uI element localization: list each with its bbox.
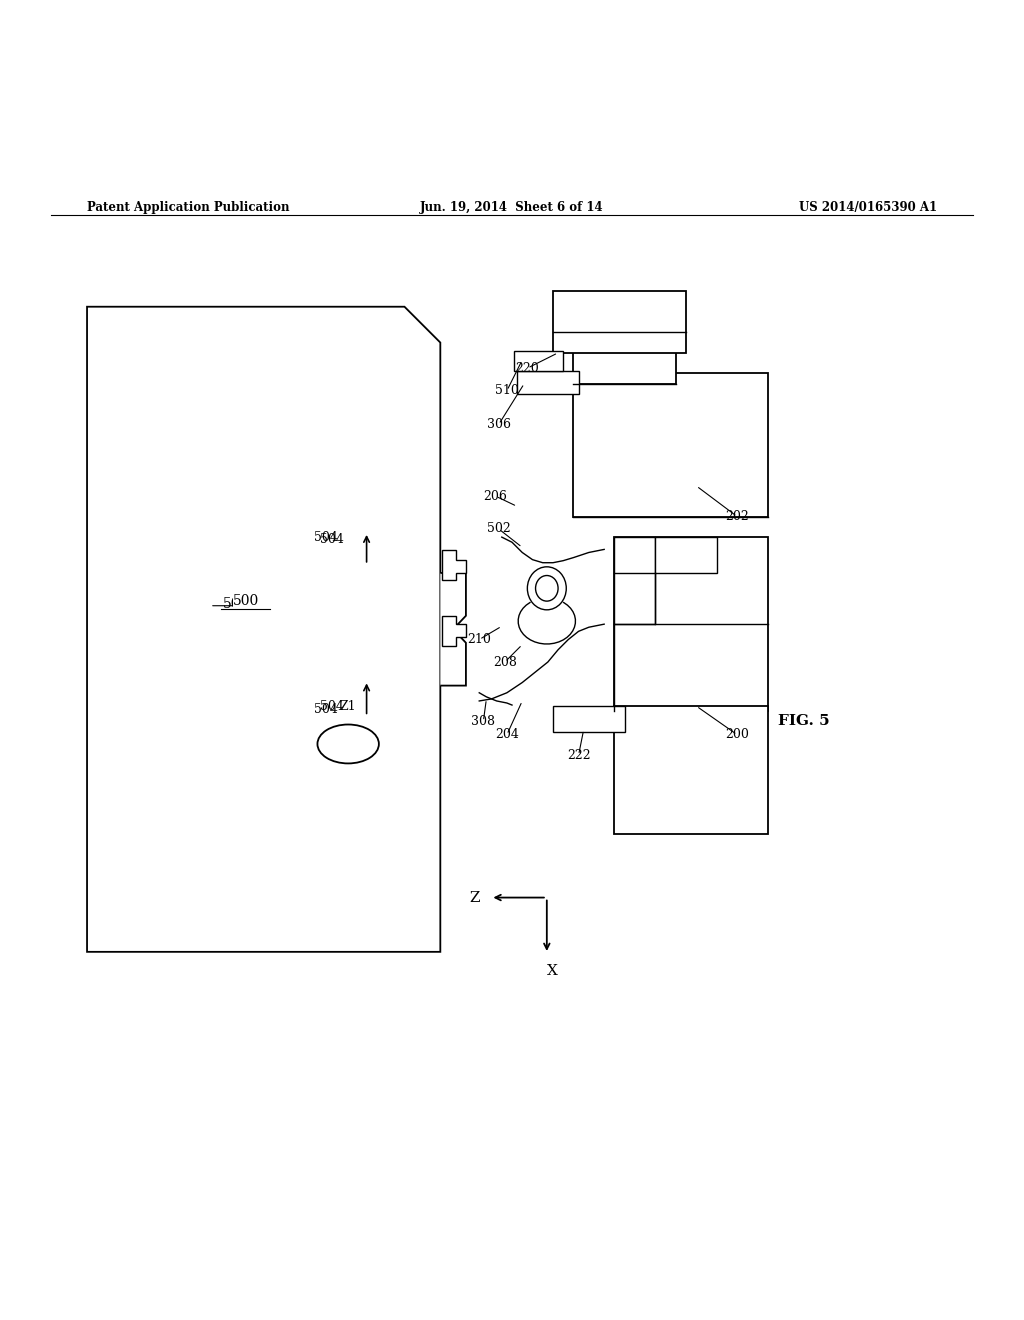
PathPatch shape [440,573,466,685]
Text: 306: 306 [486,418,511,430]
Bar [614,706,768,834]
PathPatch shape [442,550,466,579]
Text: 220: 220 [515,362,540,375]
Ellipse shape [317,725,379,763]
PathPatch shape [442,616,466,645]
Text: Patent Application Publication: Patent Application Publication [87,201,290,214]
Ellipse shape [536,576,558,601]
Bar [553,292,686,352]
Bar [517,371,579,393]
Text: 208: 208 [493,656,517,668]
Text: 504: 504 [314,702,338,715]
Bar [614,537,655,624]
Bar [655,537,717,573]
Text: 500: 500 [222,597,249,611]
Bar [573,343,676,384]
Text: FIG. 5: FIG. 5 [778,714,829,729]
Text: Jun. 19, 2014  Sheet 6 of 14: Jun. 19, 2014 Sheet 6 of 14 [420,201,604,214]
Text: 504: 504 [321,700,344,713]
Text: 504: 504 [314,531,338,544]
PathPatch shape [87,306,440,952]
Text: 204: 204 [495,729,519,742]
Text: US 2014/0165390 A1: US 2014/0165390 A1 [799,201,937,214]
Text: 202: 202 [725,510,750,523]
Bar [553,706,625,731]
Text: 308: 308 [471,715,496,727]
Bar [514,351,563,371]
Ellipse shape [527,566,566,610]
Text: 504: 504 [321,533,344,545]
Text: 502: 502 [486,523,511,536]
Bar [614,537,768,711]
Text: 222: 222 [566,748,591,762]
Text: Z1: Z1 [340,700,356,713]
Text: 210: 210 [467,634,492,645]
Text: 200: 200 [725,729,750,742]
Text: Z: Z [470,891,480,904]
Text: 206: 206 [483,490,508,503]
Bar [573,374,768,516]
Text: 510: 510 [495,384,519,397]
Text: X: X [547,964,557,978]
Text: 500: 500 [232,594,259,607]
